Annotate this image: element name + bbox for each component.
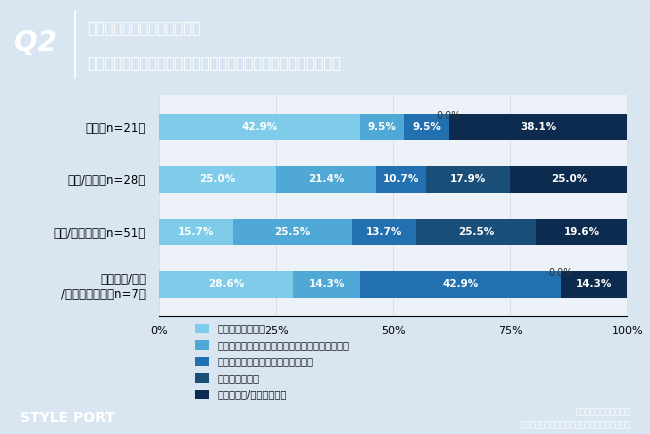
Bar — [416, 219, 536, 245]
Bar — [360, 114, 404, 140]
Bar — [195, 324, 209, 333]
Text: わからない/答えられない: わからない/答えられない — [217, 389, 287, 400]
Text: 10.7%: 10.7% — [384, 174, 420, 184]
Bar — [195, 374, 209, 382]
Bar — [195, 390, 209, 399]
Text: 0.0%: 0.0% — [437, 111, 461, 121]
Bar — [159, 114, 360, 140]
Text: 42.9%: 42.9% — [442, 279, 478, 289]
Bar — [159, 271, 293, 298]
Text: 25.5%: 25.5% — [458, 227, 494, 237]
Bar — [426, 166, 510, 193]
Text: 25.5%: 25.5% — [274, 227, 311, 237]
Bar — [195, 341, 209, 349]
Text: 使う予定がない: 使う予定がない — [217, 373, 259, 383]
Bar — [510, 166, 627, 193]
Bar — [376, 166, 426, 193]
Text: 株式会社スタイルポート: 株式会社スタイルポート — [575, 407, 630, 416]
Text: 9.5%: 9.5% — [412, 122, 441, 132]
Bar — [276, 166, 376, 193]
Text: 14.3%: 14.3% — [576, 279, 612, 289]
Text: 42.9%: 42.9% — [242, 122, 278, 132]
Bar — [195, 357, 209, 366]
Text: 活用を進めようとしているがまだ使われていない: 活用を進めようとしているがまだ使われていない — [217, 340, 349, 350]
Bar — [536, 219, 627, 245]
Bar — [352, 219, 416, 245]
Bar — [159, 166, 276, 193]
Text: 28.6%: 28.6% — [208, 279, 244, 289]
Text: 13.7%: 13.7% — [366, 227, 402, 237]
Text: 38.1%: 38.1% — [520, 122, 556, 132]
Text: 14.3%: 14.3% — [308, 279, 344, 289]
Text: STYLE PORT: STYLE PORT — [20, 411, 114, 425]
Text: ゼネコンの「デジタルツイン」に関する意識調査: ゼネコンの「デジタルツイン」に関する意識調査 — [521, 421, 630, 430]
Bar — [233, 219, 352, 245]
Text: 0.0%: 0.0% — [549, 268, 573, 278]
Text: 25.0%: 25.0% — [200, 174, 236, 184]
Bar — [561, 271, 628, 298]
Bar — [293, 271, 360, 298]
Text: あなたのお勤め先における、: あなたのお勤め先における、 — [88, 21, 202, 36]
Text: Q2: Q2 — [14, 29, 57, 57]
Text: 「デジタルツイン」の活用状況を教えてください。　（職種別）: 「デジタルツイン」の活用状況を教えてください。 （職種別） — [88, 56, 341, 72]
Text: 17.9%: 17.9% — [450, 174, 486, 184]
Text: 9.5%: 9.5% — [368, 122, 396, 132]
Bar — [449, 114, 627, 140]
Text: 活用が進んでいる: 活用が進んでいる — [217, 323, 265, 334]
Text: 15.7%: 15.7% — [178, 227, 215, 237]
Text: 19.6%: 19.6% — [564, 227, 599, 237]
Bar — [404, 114, 449, 140]
Bar — [159, 219, 233, 245]
Text: まだ使われておらず、使用を検討中: まだ使われておらず、使用を検討中 — [217, 356, 313, 367]
Text: 25.0%: 25.0% — [551, 174, 587, 184]
Text: 21.4%: 21.4% — [308, 174, 344, 184]
Bar — [360, 271, 561, 298]
